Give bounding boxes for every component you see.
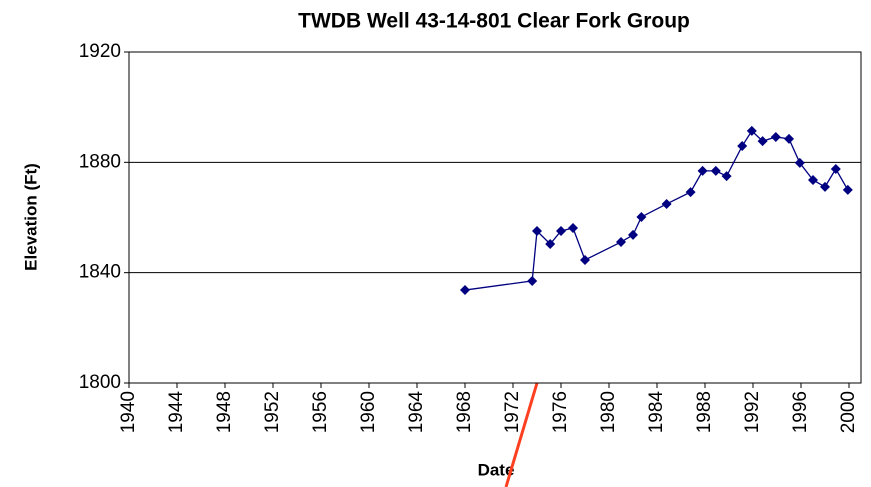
x-tick-label: 1944 (166, 391, 187, 434)
data-point (532, 226, 542, 237)
plot-border (128, 51, 862, 384)
data-point (820, 181, 830, 192)
data-point (527, 275, 538, 286)
x-tick-label: 1964 (406, 391, 427, 434)
annotation-stroke (504, 382, 539, 487)
x-tick-label: 1972 (502, 391, 523, 433)
y-axis-title: Elevation (Ft) (21, 163, 40, 271)
data-line (464, 129, 849, 291)
x-tick-label: 1940 (118, 391, 139, 433)
data-point (580, 254, 590, 265)
y-tick-label: 1800 (79, 372, 121, 393)
x-axis-title: Date (478, 460, 515, 479)
data-point (685, 187, 696, 198)
x-tick-label: 1996 (790, 391, 811, 433)
x-tick-label: 1984 (646, 391, 667, 434)
x-tick-label: 1988 (694, 391, 715, 433)
data-point (636, 211, 647, 222)
data-point (616, 237, 626, 248)
x-tick-label: 1992 (742, 391, 763, 433)
data-point (545, 238, 556, 249)
x-tick-label: 1968 (454, 391, 475, 433)
x-tick-label: 1952 (262, 391, 283, 433)
x-tick-label: 2000 (838, 391, 859, 433)
y-tick-label: 1920 (79, 41, 121, 62)
y-tick-label: 1880 (79, 151, 121, 172)
data-point (757, 136, 768, 147)
data-point (842, 184, 853, 195)
data-point (697, 165, 708, 176)
data-point (721, 171, 732, 182)
data-point (784, 133, 794, 144)
data-point (556, 226, 566, 237)
y-tick-label: 1840 (79, 262, 121, 283)
data-point (746, 125, 757, 136)
data-point (710, 165, 721, 176)
data-point (460, 285, 470, 296)
x-tick-label: 1960 (358, 391, 379, 433)
x-tick-label: 1980 (598, 391, 619, 433)
data-point (830, 163, 841, 174)
data-point (568, 222, 578, 233)
data-point (661, 198, 672, 209)
data-point (808, 174, 818, 185)
data-point (737, 141, 748, 152)
x-tick-label: 1976 (550, 391, 571, 433)
x-tick-label: 1948 (214, 391, 235, 433)
data-point (794, 157, 805, 168)
data-point (628, 229, 638, 240)
chart-title: TWDB Well 43-14-801 Clear Fork Group (298, 10, 690, 33)
data-point (770, 131, 781, 142)
x-tick-label: 1956 (310, 391, 331, 433)
